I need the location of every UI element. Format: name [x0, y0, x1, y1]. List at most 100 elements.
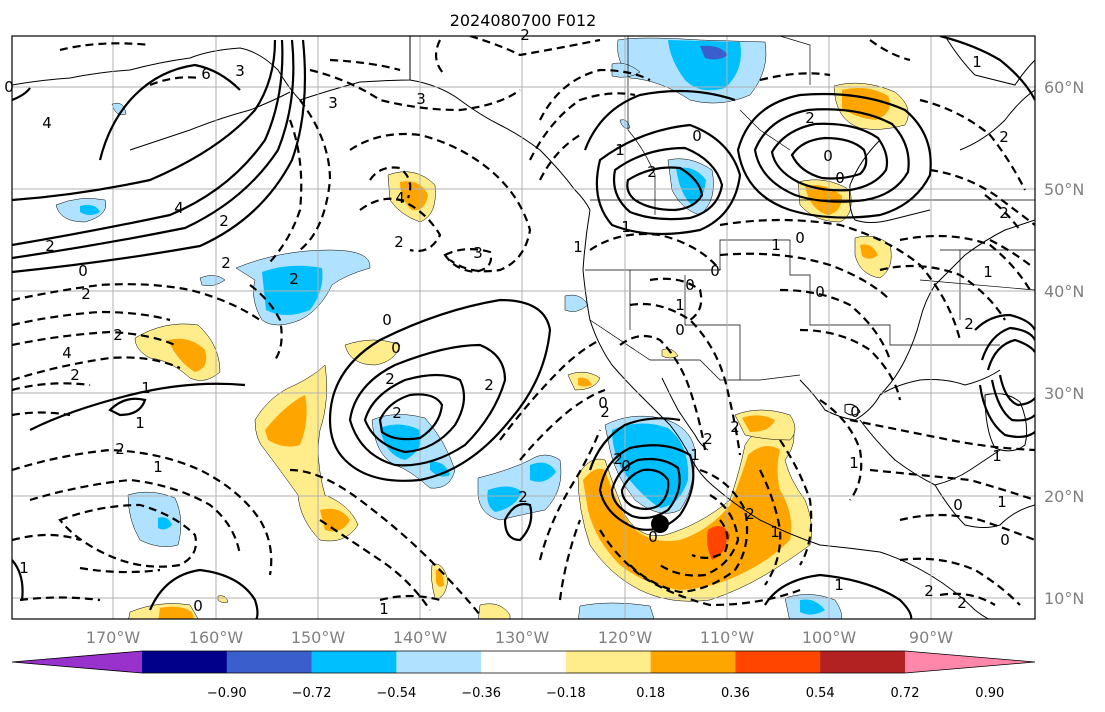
colorbar-segment [650, 651, 736, 673]
political-borders [585, 36, 1035, 381]
contour-value-label: 1 [992, 447, 1002, 465]
contour-value-label: 0 [675, 321, 685, 339]
colorbar-tick-label: −0.72 [292, 686, 332, 701]
colorbar-segment [820, 651, 906, 673]
lon-label-110w: 110°W [700, 628, 755, 647]
lon-label-130w: 130°W [495, 628, 550, 647]
contour-value-label: 0 [621, 457, 631, 475]
contour-value-label: 4 [395, 189, 405, 207]
contour-value-label: 1 [690, 446, 700, 464]
contour-value-label: 1 [770, 523, 780, 541]
contour-value-label: 2 [70, 366, 80, 384]
lon-label-90w: 90°W [909, 628, 953, 647]
contour-value-label: 0 [953, 496, 963, 514]
lon-label-140w: 140°W [393, 628, 448, 647]
contour-value-label: 2 [730, 418, 740, 436]
contour-value-label: 0 [685, 276, 695, 294]
contour-value-label: 2 [221, 254, 231, 272]
map-title: 2024080700 F012 [450, 11, 597, 30]
coastlines [12, 36, 1035, 619]
contour-value-label: 1 [615, 141, 625, 159]
colorbar-outline [11, 650, 1036, 674]
lat-label-50n: 50°N [1044, 180, 1084, 199]
contour-value-label: 0 [4, 78, 14, 96]
contour-value-label: 0 [795, 229, 805, 247]
contour-value-label: 3 [235, 62, 245, 80]
colorbar-segment [565, 651, 652, 673]
colorbar-tick-label: −0.54 [376, 686, 416, 701]
colorbar-tick-label: −0.18 [546, 686, 586, 701]
contour-value-label: 3 [473, 244, 483, 262]
contour-value-label: 1 [834, 576, 844, 594]
map-frame [11, 35, 1036, 620]
contour-value-label: 2 [385, 370, 395, 388]
contour-value-label: 0 [710, 262, 720, 280]
contour-value-label: 2 [484, 376, 494, 394]
contour-value-label: 2 [45, 237, 55, 255]
contour-value-label: 0 [850, 403, 860, 421]
colorbar-tick-label: −0.90 [207, 686, 247, 701]
contour-value-label: 2 [999, 128, 1009, 146]
contour-value-label: 0 [835, 169, 845, 187]
lon-label-100w: 100°W [802, 628, 857, 647]
contour-value-label: 0 [391, 339, 401, 357]
contour-value-label: 2 [703, 430, 713, 448]
contour-value-label: 0 [382, 311, 392, 329]
graticule [12, 36, 1035, 619]
contour-value-label: 2 [745, 505, 755, 523]
contour-value-label: 0 [823, 147, 833, 165]
lon-label-160w: 160°W [189, 628, 244, 647]
contour-value-label: 2 [392, 404, 402, 422]
colorbar-tick-label: −0.36 [461, 686, 501, 701]
contour-value-label: 3 [328, 94, 338, 112]
contour-value-label: 0 [78, 262, 88, 280]
contour-value-label: 1 [153, 458, 163, 476]
lon-label-170w: 170°W [86, 628, 141, 647]
contour-value-label: 2 [394, 233, 404, 251]
contour-value-label: 2 [600, 403, 610, 421]
lat-label-30n: 30°N [1044, 384, 1084, 403]
colorbar [11, 650, 1036, 674]
contour-value-label: 1 [675, 296, 685, 314]
contour-value-label: 2 [613, 450, 623, 468]
positive-contours [12, 36, 1035, 619]
contour-value-label: 2 [964, 315, 974, 333]
contour-value-label: 1 [141, 379, 151, 397]
colorbar-tick-label: 0.90 [975, 686, 1004, 701]
contour-value-label: 1 [621, 218, 631, 236]
colorbar-segment [396, 651, 482, 673]
colorbar-tick-label: 0.18 [636, 686, 665, 701]
contour-value-label: 1 [573, 238, 583, 256]
contour-value-label: 1 [849, 454, 859, 472]
lat-label-40n: 40°N [1044, 282, 1084, 301]
contour-value-label: 0 [815, 283, 825, 301]
contour-value-label: 2 [805, 109, 815, 127]
lat-label-20n: 20°N [1044, 487, 1084, 506]
contour-value-label: 6 [201, 65, 211, 83]
contour-value-label: 2 [219, 212, 229, 230]
lat-label-10n: 10°N [1044, 589, 1084, 608]
contour-value-label: 4 [62, 344, 72, 362]
contour-value-label: 2 [999, 204, 1009, 222]
lon-label-120w: 120°W [598, 628, 653, 647]
contour-value-label: 1 [135, 414, 145, 432]
contour-value-label: 2 [957, 594, 967, 612]
contour-value-label: 0 [648, 528, 658, 546]
contour-value-label: 1 [19, 559, 29, 577]
negative-contours [12, 36, 1035, 616]
contour-labels: 6 343 342242232022421121002221101212100021… [4, 26, 1010, 618]
map-area [12, 36, 1035, 619]
contour-value-label: 2 [924, 582, 934, 600]
colorbar-segment [311, 651, 397, 673]
colorbar-extend-max [905, 651, 1035, 673]
contour-value-label: 4 [174, 199, 184, 217]
contour-value-label: 2 [81, 285, 91, 303]
contour-value-label: 2 [520, 26, 530, 44]
contour-value-label: 1 [983, 263, 993, 281]
contour-value-label: 2 [289, 270, 299, 288]
contour-value-label: 4 [42, 114, 52, 132]
colorbar-segment [481, 651, 567, 673]
lon-label-150w: 150°W [291, 628, 346, 647]
contour-value-label: 0 [193, 597, 203, 615]
